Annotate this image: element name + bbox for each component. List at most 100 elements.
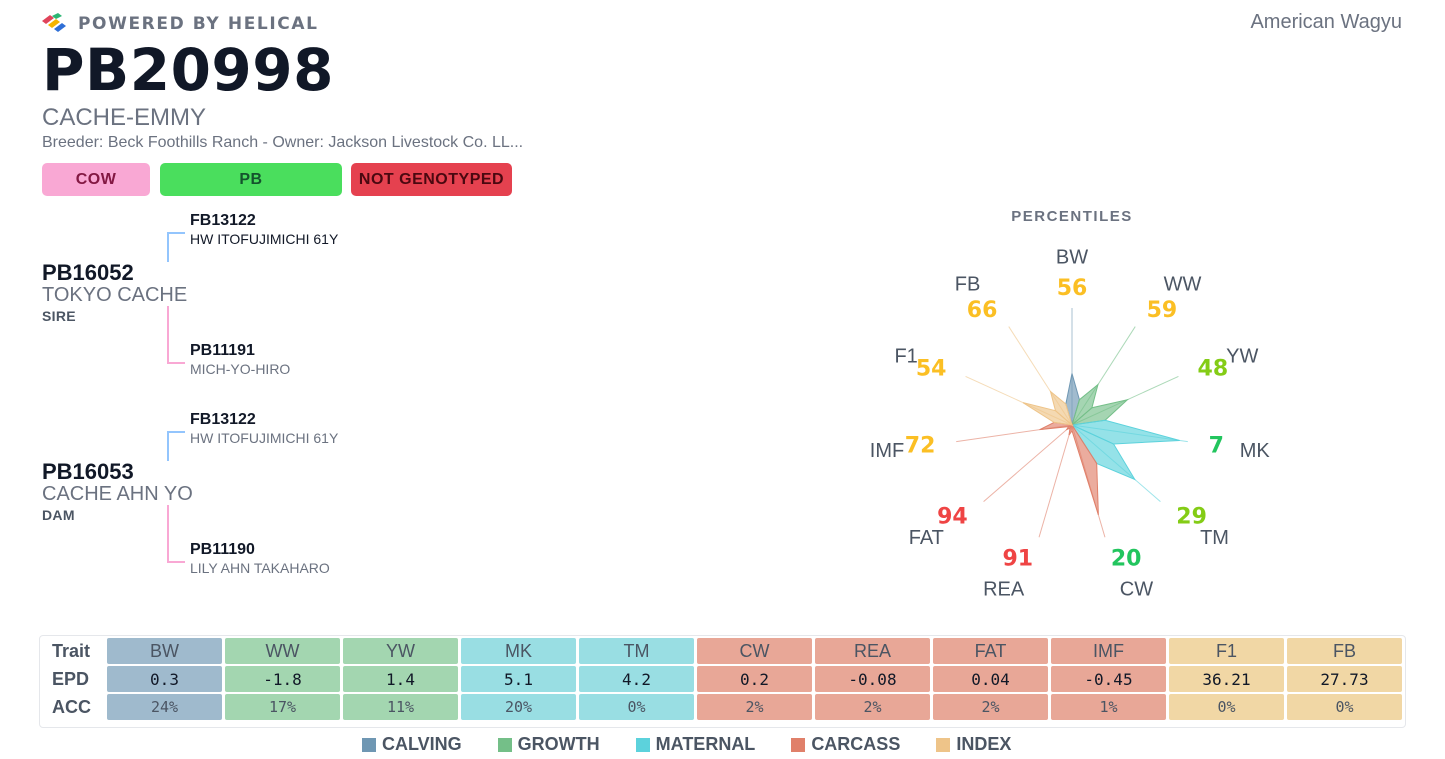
dam-reg[interactable]: PB16053: [42, 459, 134, 484]
pedigree-connector: [167, 232, 185, 262]
radar-trait-label-mk: MK: [1240, 440, 1271, 462]
radar-wedge-fb: [1049, 390, 1073, 427]
epd-row-label: EPD: [52, 668, 90, 689]
epd-cell-trait-fat: FAT: [933, 638, 1048, 664]
sex-badge: COW: [42, 163, 150, 196]
epd-table: Trait BW WW YW MK TM CW REA FAT IMF F1 FB EPD 0.3 -1.8…: [39, 635, 1406, 728]
radar-trait-label-ww: WW: [1164, 273, 1202, 295]
epd-cell-acc-f1: 0%: [1169, 694, 1284, 720]
epd-cell-epd-tm: 4.2: [579, 666, 694, 692]
epd-cell-epd-cw: 0.2: [697, 666, 812, 692]
epd-cell-acc-yw: 11%: [343, 694, 458, 720]
legend-item-calving: CALVING: [362, 734, 462, 755]
percentiles-title: PERCENTILES: [1011, 208, 1133, 225]
animal-name: CACHE-EMMY: [42, 104, 207, 131]
epd-cell-acc-imf: 1%: [1051, 694, 1166, 720]
legend-item-growth: GROWTH: [497, 734, 600, 755]
epd-cell-trait-mk: MK: [461, 638, 576, 664]
epd-cell-trait-yw: YW: [343, 638, 458, 664]
epd-cell-trait-imf: IMF: [1051, 638, 1166, 664]
pedigree-connector: [167, 431, 185, 461]
trait-group-legend: CALVING GROWTH MATERNAL CARCASS INDEX: [362, 734, 1011, 755]
legend-swatch: [635, 737, 650, 752]
radar-trait-label-rea: REA: [983, 579, 1025, 600]
radar-value-rea: 91: [1002, 546, 1033, 571]
legend-label: INDEX: [956, 734, 1012, 754]
radar-value-mk: 7: [1209, 434, 1224, 459]
epd-cell-acc-rea: 2%: [815, 694, 930, 720]
epd-cell-epd-fat: 0.04: [933, 666, 1048, 692]
dam-name: CACHE AHN YO: [42, 483, 193, 505]
pedigree-connector: [167, 306, 185, 364]
dam-role-label: DAM: [42, 507, 75, 523]
category-badge: PB: [160, 163, 342, 196]
radar-value-f1: 54: [916, 357, 947, 382]
sire-sire-reg[interactable]: FB13122: [190, 212, 256, 229]
radar-value-cw: 20: [1111, 546, 1142, 571]
epd-cell-acc-mk: 20%: [461, 694, 576, 720]
legend-item-carcass: CARCASS: [791, 734, 900, 755]
radar-spoke-rea: [1038, 424, 1073, 538]
epd-cell-epd-mk: 5.1: [461, 666, 576, 692]
powered-by-label: POWERED BY HELICAL: [78, 14, 319, 34]
epd-cell-trait-f1: F1: [1169, 638, 1284, 664]
epd-cell-epd-f1: 36.21: [1169, 666, 1284, 692]
epd-cell-trait-rea: REA: [815, 638, 930, 664]
dam-sire-reg[interactable]: FB13122: [190, 411, 256, 428]
epd-cell-epd-fb: 27.73: [1287, 666, 1402, 692]
radar-trait-label-cw: CW: [1120, 579, 1153, 600]
epd-cell-acc-fb: 0%: [1287, 694, 1402, 720]
legend-label: CALVING: [382, 734, 462, 754]
radar-value-yw: 48: [1198, 357, 1229, 382]
epd-cell-acc-tm: 0%: [579, 694, 694, 720]
epd-cell-trait-tm: TM: [579, 638, 694, 664]
radar-trait-label-imf: IMF: [870, 440, 904, 462]
epd-cell-trait-cw: CW: [697, 638, 812, 664]
radar-value-ww: 59: [1147, 298, 1178, 323]
breeder-owner-line: Breeder: Beck Foothills Ranch - Owner: J…: [42, 134, 524, 151]
epd-cell-acc-ww: 17%: [225, 694, 340, 720]
radar-value-bw: 56: [1057, 276, 1088, 301]
pedigree-connector: [167, 505, 185, 563]
legend-label: MATERNAL: [655, 734, 756, 754]
sire-dam-name: MICH-YO-HIRO: [190, 361, 291, 377]
epd-cell-trait-ww: WW: [225, 638, 340, 664]
epd-cell-epd-imf: -0.45: [1051, 666, 1166, 692]
sire-name: TOKYO CACHE: [42, 284, 188, 306]
radar-trait-label-tm: TM: [1200, 527, 1229, 549]
dam-sire-name: HW ITOFUJIMICHI 61Y: [190, 430, 339, 446]
epd-cell-epd-bw: 0.3: [107, 666, 222, 692]
sire-sire-name: HW ITOFUJIMICHI 61Y: [190, 231, 339, 247]
epd-cell-epd-ww: -1.8: [225, 666, 340, 692]
sire-role-label: SIRE: [42, 308, 76, 324]
dam-dam-name: LILY AHN TAKAHARO: [190, 560, 330, 576]
legend-swatch: [362, 737, 376, 752]
dam-dam-reg[interactable]: PB11190: [190, 541, 255, 558]
radar-spoke-fat: [983, 424, 1073, 502]
legend-item-maternal: MATERNAL: [635, 734, 756, 755]
legend-label: CARCASS: [811, 734, 901, 754]
epd-row-label: ACC: [52, 696, 91, 717]
epd-cell-epd-rea: -0.08: [815, 666, 930, 692]
radar-trait-label-fb: FB: [955, 273, 981, 295]
sire-reg[interactable]: PB16052: [42, 260, 134, 285]
radar-trait-label-fat: FAT: [909, 527, 944, 549]
epd-cell-trait-bw: BW: [107, 638, 222, 664]
legend-label: GROWTH: [517, 734, 600, 754]
breed-label: American Wagyu: [1250, 11, 1402, 33]
epd-cell-trait-fb: FB: [1287, 638, 1402, 664]
sire-dam-reg[interactable]: PB11191: [190, 342, 255, 359]
legend-swatch: [791, 737, 806, 752]
epd-cell-acc-fat: 2%: [933, 694, 1048, 720]
radar-trait-label-yw: YW: [1226, 346, 1258, 368]
legend-swatch: [936, 737, 951, 752]
radar-value-fat: 94: [937, 504, 968, 529]
genotype-status-badge: NOT GENOTYPED: [351, 163, 512, 196]
epd-cell-epd-yw: 1.4: [343, 666, 458, 692]
legend-swatch: [497, 737, 512, 752]
radar-value-tm: 29: [1176, 504, 1207, 529]
epd-cell-acc-bw: 24%: [107, 694, 222, 720]
radar-value-fb: 66: [967, 298, 998, 323]
epd-row-label: Trait: [52, 640, 91, 661]
